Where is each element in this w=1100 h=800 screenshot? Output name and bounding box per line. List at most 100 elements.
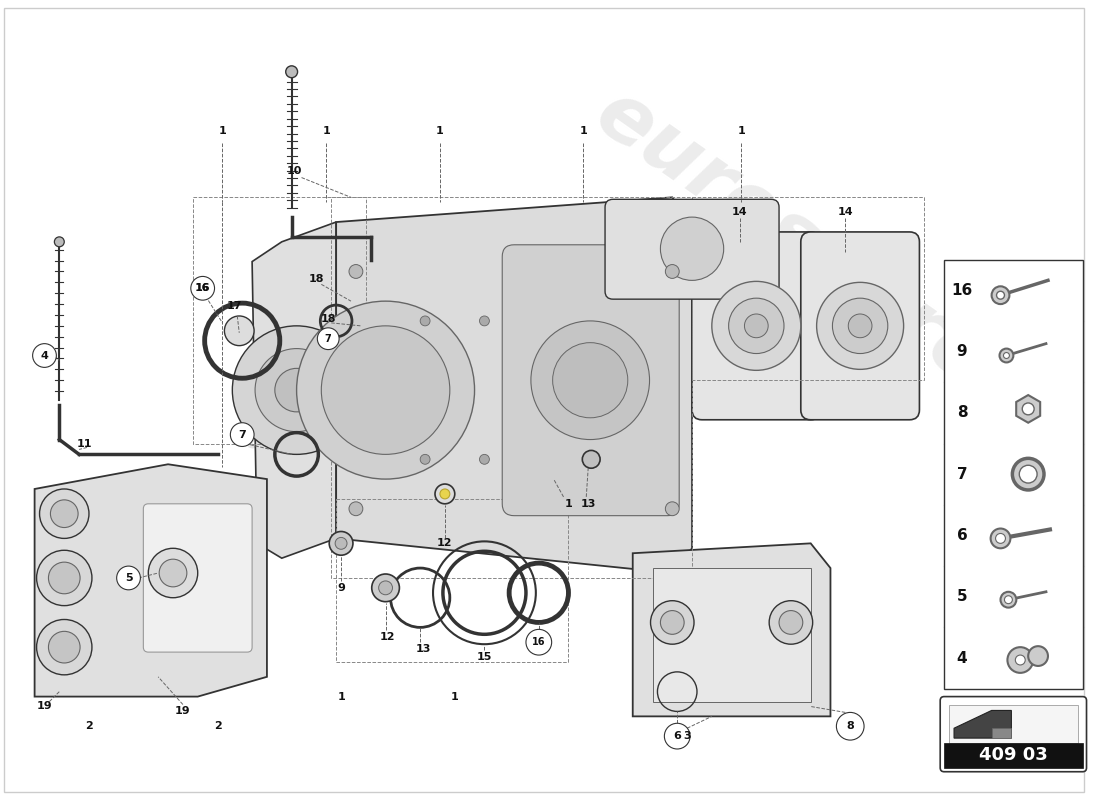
Circle shape bbox=[666, 502, 679, 516]
Text: 1: 1 bbox=[738, 126, 746, 136]
Text: 2: 2 bbox=[85, 722, 92, 731]
Circle shape bbox=[36, 619, 92, 675]
Bar bbox=[331, 198, 692, 578]
Text: eurospares: eurospares bbox=[580, 74, 1042, 430]
Text: 6: 6 bbox=[673, 731, 681, 741]
Polygon shape bbox=[252, 222, 337, 558]
Circle shape bbox=[996, 534, 1005, 543]
Circle shape bbox=[728, 298, 784, 354]
Circle shape bbox=[33, 344, 56, 367]
Text: 1: 1 bbox=[219, 126, 227, 136]
Circle shape bbox=[991, 286, 1010, 304]
Text: 9: 9 bbox=[337, 583, 345, 593]
Text: 3: 3 bbox=[683, 731, 691, 741]
Circle shape bbox=[531, 321, 649, 439]
Text: 15: 15 bbox=[476, 652, 492, 662]
Circle shape bbox=[420, 454, 430, 464]
Circle shape bbox=[650, 601, 694, 644]
Polygon shape bbox=[34, 464, 267, 697]
Text: 16: 16 bbox=[196, 283, 209, 294]
Circle shape bbox=[664, 723, 690, 749]
Circle shape bbox=[526, 630, 552, 655]
Text: 13: 13 bbox=[416, 644, 431, 654]
Circle shape bbox=[190, 277, 214, 300]
Circle shape bbox=[440, 489, 450, 499]
Circle shape bbox=[660, 217, 724, 280]
Circle shape bbox=[1003, 353, 1010, 358]
Circle shape bbox=[378, 581, 393, 594]
FancyBboxPatch shape bbox=[143, 504, 252, 652]
Text: 12: 12 bbox=[379, 632, 395, 642]
Circle shape bbox=[836, 713, 865, 740]
Circle shape bbox=[160, 559, 187, 587]
Text: 14: 14 bbox=[837, 207, 854, 217]
Circle shape bbox=[816, 282, 903, 370]
Circle shape bbox=[321, 326, 450, 454]
Circle shape bbox=[148, 548, 198, 598]
Polygon shape bbox=[954, 710, 1011, 738]
Bar bbox=[337, 499, 569, 662]
Text: 1: 1 bbox=[436, 126, 443, 136]
Text: 16: 16 bbox=[952, 282, 972, 298]
Text: 1: 1 bbox=[451, 691, 459, 702]
Circle shape bbox=[349, 265, 363, 278]
Text: 19: 19 bbox=[175, 706, 190, 717]
Bar bbox=[652, 568, 811, 702]
Bar bbox=[991, 728, 1011, 738]
Circle shape bbox=[833, 298, 888, 354]
Text: 409 03: 409 03 bbox=[979, 746, 1047, 764]
Circle shape bbox=[480, 316, 490, 326]
Circle shape bbox=[48, 631, 80, 663]
Circle shape bbox=[286, 66, 298, 78]
FancyBboxPatch shape bbox=[692, 232, 821, 420]
FancyBboxPatch shape bbox=[940, 697, 1087, 772]
Text: 1: 1 bbox=[580, 126, 587, 136]
Text: 18: 18 bbox=[320, 314, 336, 324]
Text: 16: 16 bbox=[532, 638, 546, 647]
Circle shape bbox=[1028, 646, 1048, 666]
Circle shape bbox=[420, 316, 430, 326]
Text: 5: 5 bbox=[124, 573, 132, 583]
Text: 2: 2 bbox=[213, 722, 221, 731]
Circle shape bbox=[1015, 655, 1025, 665]
FancyBboxPatch shape bbox=[605, 199, 779, 299]
Text: 14: 14 bbox=[732, 207, 747, 217]
Circle shape bbox=[224, 316, 254, 346]
Polygon shape bbox=[1016, 395, 1041, 422]
Circle shape bbox=[318, 328, 339, 350]
Text: 9: 9 bbox=[957, 344, 967, 359]
Circle shape bbox=[660, 610, 684, 634]
Text: 5: 5 bbox=[957, 590, 967, 604]
Circle shape bbox=[329, 531, 353, 555]
Text: 7: 7 bbox=[957, 466, 967, 482]
Circle shape bbox=[51, 500, 78, 527]
Circle shape bbox=[1000, 349, 1013, 362]
Circle shape bbox=[232, 326, 361, 454]
Circle shape bbox=[552, 342, 628, 418]
Circle shape bbox=[349, 502, 363, 516]
Text: 10: 10 bbox=[287, 166, 303, 176]
Circle shape bbox=[666, 265, 679, 278]
Text: 7: 7 bbox=[239, 430, 246, 440]
Text: 18: 18 bbox=[309, 274, 324, 284]
Circle shape bbox=[1022, 403, 1034, 415]
Circle shape bbox=[434, 484, 454, 504]
Bar bbox=[692, 198, 924, 380]
Circle shape bbox=[40, 489, 89, 538]
Text: 13: 13 bbox=[581, 499, 596, 509]
FancyBboxPatch shape bbox=[503, 245, 679, 516]
Circle shape bbox=[54, 237, 64, 246]
Bar bbox=[192, 198, 366, 445]
Circle shape bbox=[255, 349, 338, 432]
Circle shape bbox=[275, 368, 318, 412]
Circle shape bbox=[1012, 458, 1044, 490]
Polygon shape bbox=[632, 543, 830, 716]
Circle shape bbox=[230, 422, 254, 446]
Text: 16: 16 bbox=[195, 283, 210, 294]
Text: 12: 12 bbox=[437, 538, 452, 548]
Text: 1: 1 bbox=[564, 499, 572, 509]
Polygon shape bbox=[337, 198, 692, 573]
Circle shape bbox=[582, 450, 601, 468]
Text: 6: 6 bbox=[957, 528, 967, 543]
Bar bbox=[949, 706, 1078, 743]
